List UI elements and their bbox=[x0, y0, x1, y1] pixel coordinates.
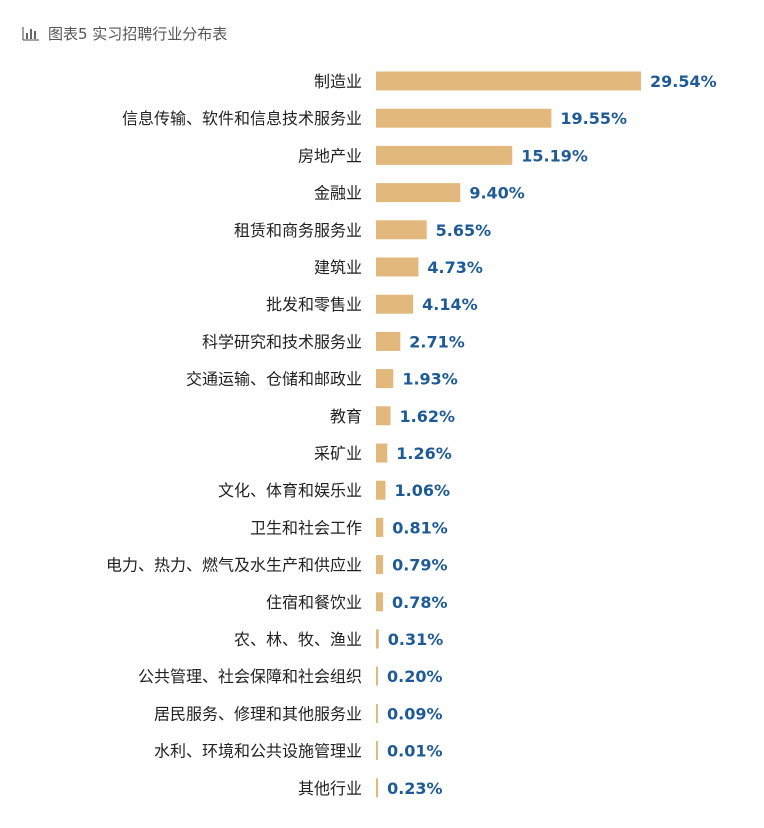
category-label: 信息传输、软件和信息技术服务业 bbox=[122, 109, 362, 128]
bar bbox=[376, 480, 386, 500]
bar bbox=[376, 71, 641, 91]
value-label: 2.71% bbox=[409, 332, 465, 351]
bar bbox=[376, 108, 552, 128]
value-label: 0.01% bbox=[387, 742, 443, 761]
value-label: 1.26% bbox=[396, 444, 452, 463]
bar bbox=[376, 331, 401, 351]
category-label: 住宿和餐饮业 bbox=[266, 593, 362, 612]
value-label: 0.23% bbox=[387, 779, 443, 798]
value-label: 9.40% bbox=[469, 184, 525, 203]
value-label: 15.19% bbox=[521, 146, 588, 165]
bar bbox=[376, 220, 427, 240]
bar bbox=[376, 666, 378, 686]
category-label: 农、林、牧、渔业 bbox=[234, 630, 362, 649]
category-label: 采矿业 bbox=[314, 444, 362, 463]
category-label: 居民服务、修理和其他服务业 bbox=[154, 704, 362, 723]
bar bbox=[376, 629, 379, 649]
bar bbox=[376, 517, 384, 537]
chart-header: 图表5 实习招聘行业分布表 bbox=[22, 22, 227, 44]
value-label: 4.14% bbox=[422, 295, 478, 314]
bar bbox=[376, 257, 419, 277]
value-label: 0.79% bbox=[392, 556, 448, 575]
category-label: 制造业 bbox=[314, 72, 362, 91]
value-label: 1.06% bbox=[395, 481, 451, 500]
value-label: 0.78% bbox=[392, 593, 448, 612]
bar bbox=[376, 294, 414, 314]
value-label: 29.54% bbox=[650, 72, 717, 91]
chart-title: 图表5 实习招聘行业分布表 bbox=[48, 24, 228, 43]
category-label: 其他行业 bbox=[298, 779, 362, 798]
value-label: 1.62% bbox=[400, 407, 456, 426]
category-label: 卫生和社会工作 bbox=[250, 518, 362, 537]
bar bbox=[376, 592, 383, 612]
bar-chart-icon bbox=[22, 25, 40, 41]
value-label: 0.31% bbox=[388, 630, 444, 649]
category-label: 公共管理、社会保障和社会组织 bbox=[138, 667, 362, 686]
value-label: 1.93% bbox=[402, 370, 458, 389]
category-label: 文化、体育和娱乐业 bbox=[218, 481, 362, 500]
bar bbox=[376, 443, 388, 463]
value-label: 0.81% bbox=[392, 518, 448, 537]
bar bbox=[376, 703, 378, 723]
value-label: 5.65% bbox=[436, 221, 492, 240]
category-label: 教育 bbox=[330, 407, 362, 426]
category-label: 租赁和商务服务业 bbox=[234, 221, 362, 240]
bar bbox=[376, 406, 391, 426]
bar bbox=[376, 778, 379, 798]
category-label: 交通运输、仓储和邮政业 bbox=[186, 370, 362, 389]
bar bbox=[376, 741, 378, 761]
category-label: 科学研究和技术服务业 bbox=[202, 332, 362, 351]
category-label: 金融业 bbox=[314, 184, 362, 203]
value-label: 4.73% bbox=[427, 258, 483, 277]
category-label: 批发和零售业 bbox=[266, 295, 362, 314]
bar bbox=[376, 555, 384, 575]
category-label: 建筑业 bbox=[314, 258, 362, 277]
value-label: 0.09% bbox=[387, 704, 443, 723]
bar bbox=[376, 369, 394, 389]
value-label: 19.55% bbox=[560, 109, 627, 128]
category-label: 水利、环境和公共设施管理业 bbox=[154, 742, 362, 761]
bar bbox=[376, 183, 461, 203]
category-label: 电力、热力、燃气及水生产和供应业 bbox=[106, 556, 362, 575]
category-label: 房地产业 bbox=[298, 146, 362, 165]
value-label: 0.20% bbox=[387, 667, 443, 686]
bar bbox=[376, 145, 513, 165]
